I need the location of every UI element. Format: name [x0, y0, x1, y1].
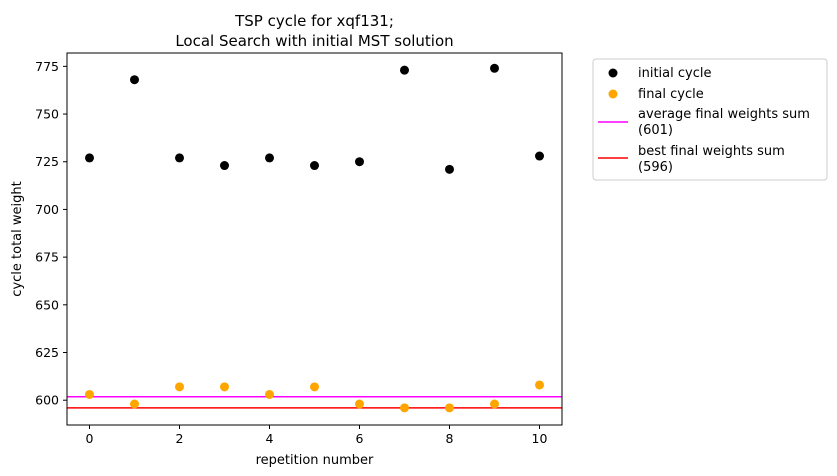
point-initial-cycle-3: [220, 161, 229, 171]
y-tick-label-700: 700: [35, 202, 59, 217]
y-tick-label-725: 725: [35, 154, 59, 169]
y-tick-label-625: 625: [35, 345, 59, 360]
y-tick-label-650: 650: [35, 297, 59, 312]
legend-frame: [592, 58, 828, 181]
legend-marker-initial-cycle: [608, 68, 618, 78]
plot-frame: [66, 52, 563, 426]
point-final-cycle-0: [85, 389, 94, 399]
point-initial-cycle-2: [175, 153, 184, 163]
x-tick-label-2: 2: [176, 431, 184, 446]
y-tick-label-750: 750: [35, 107, 59, 122]
point-initial-cycle-9: [490, 63, 499, 73]
point-initial-cycle-8: [445, 164, 454, 174]
x-tick-label-6: 6: [356, 431, 364, 446]
point-initial-cycle-1: [130, 75, 139, 85]
point-final-cycle-7: [400, 403, 409, 413]
y-tick-label-775: 775: [35, 59, 59, 74]
legend-label-best-line-1: best final weights sum: [638, 144, 785, 159]
point-initial-cycle-0: [85, 153, 94, 163]
point-initial-cycle-6: [355, 157, 364, 167]
point-initial-cycle-5: [310, 161, 319, 171]
point-final-cycle-10: [535, 380, 544, 390]
y-tick-label-600: 600: [35, 393, 59, 408]
legend-label-final-cycle: final cycle: [638, 87, 704, 102]
x-tick-label-4: 4: [266, 431, 274, 446]
legend-label-initial-cycle: initial cycle: [638, 66, 711, 81]
point-initial-cycle-10: [535, 151, 544, 161]
legend-label-average-line-1: average final weights sum: [638, 107, 810, 122]
y-axis-label: cycle total weight: [10, 181, 25, 296]
point-final-cycle-9: [490, 399, 499, 409]
x-tick-label-8: 8: [446, 431, 454, 446]
point-final-cycle-3: [220, 382, 229, 392]
point-initial-cycle-7: [400, 65, 409, 75]
legend-label-best-line-2: (596): [638, 160, 673, 175]
point-final-cycle-5: [310, 382, 319, 392]
point-final-cycle-2: [175, 382, 184, 392]
legend-marker-final-cycle: [608, 89, 618, 99]
x-tick-label-0: 0: [86, 431, 94, 446]
x-tick-label-10: 10: [532, 431, 548, 446]
legend: initial cycle final cycle average final …: [592, 58, 828, 181]
point-final-cycle-6: [355, 399, 364, 409]
y-tick-label-675: 675: [35, 250, 59, 265]
chart-title-line-2: Local Search with initial MST solution: [175, 32, 453, 50]
chart-title-line-1: TSP cycle for xqf131;: [234, 12, 394, 30]
x-axis-label: repetition number: [256, 453, 374, 468]
point-initial-cycle-4: [265, 153, 274, 163]
point-final-cycle-8: [445, 403, 454, 413]
legend-label-average-line-2: (601): [638, 123, 673, 138]
point-final-cycle-4: [265, 389, 274, 399]
point-final-cycle-1: [130, 399, 139, 409]
